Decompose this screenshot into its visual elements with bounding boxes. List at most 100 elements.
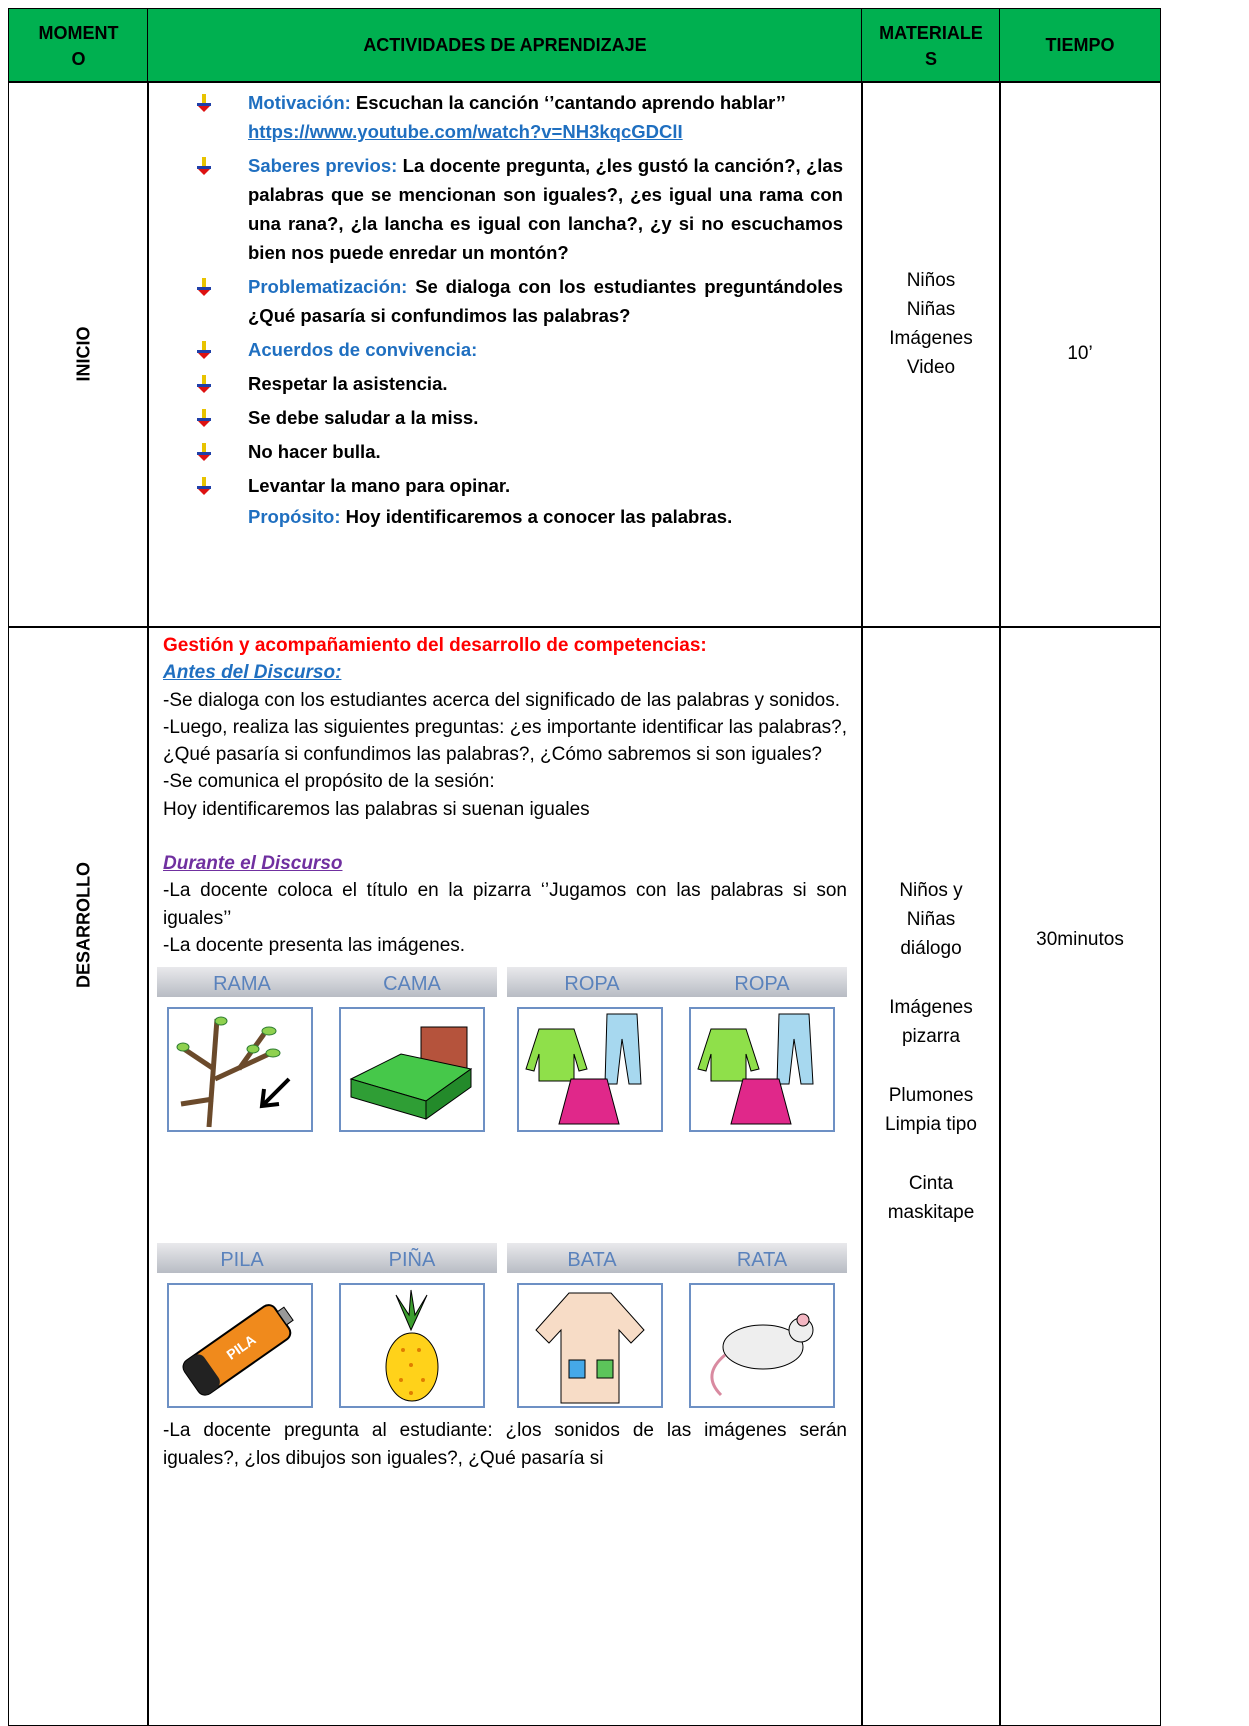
cell (861, 81, 1001, 628)
cell (999, 81, 1161, 628)
desarrollo-activities: Gestión y acompañamiento del desarrollo … (157, 632, 847, 1472)
item-text: La docente pregunta, ¿les gustó la canci… (248, 155, 843, 263)
time: 10’ (1067, 343, 1093, 364)
bullet-icon (197, 278, 211, 296)
paragraph: Hoy identificaremos las palabras si suen… (163, 798, 590, 820)
bullet-icon (197, 409, 211, 427)
bullet-icon (197, 341, 211, 359)
bullet-icon (197, 157, 211, 175)
image-row: RAMA CAMA ROPA ROPA (157, 967, 847, 1143)
image-group: RAMA CAMA (157, 967, 497, 1133)
bullet-icon (197, 477, 211, 495)
caption: RAMA (213, 973, 271, 996)
caption-bar: ROPA ROPA (507, 967, 847, 998)
purpose-label: Propósito: (248, 506, 341, 527)
picture-card (339, 1007, 485, 1133)
bullet-icon (197, 443, 211, 461)
paragraph: -Luego, realiza las siguientes preguntas… (163, 716, 847, 766)
material: pizarra (901, 1026, 961, 1047)
material-group: Niños y Niñas diálogo (861, 876, 1001, 963)
header-time: TIEMPO (1045, 35, 1115, 55)
image-group: BATA RATA (507, 1243, 847, 1409)
rat-icon (710, 1313, 814, 1397)
picture-card (339, 1283, 485, 1409)
subheading: Antes del Discurso: (163, 662, 342, 684)
material: Imágenes (889, 328, 973, 349)
time: 30minutos (1036, 929, 1124, 950)
moment-label: INICIO (73, 326, 94, 382)
item-text: Levantar la mano para opinar. (248, 475, 511, 496)
list-item: Problematización: Se dialoga con los est… (195, 272, 843, 330)
list-item: Acuerdos de convivencia: (195, 335, 843, 364)
page: MOMENTO ACTIVIDADES DE APRENDIZAJE MATER… (8, 8, 1161, 1726)
pineapple-icon (385, 1290, 439, 1402)
item-text: Se dialoga con los estudiantes preguntán… (248, 276, 844, 326)
list-item: No hacer bulla. (195, 437, 843, 466)
purpose-text: Hoy identificaremos a conocer las palabr… (345, 506, 733, 527)
link[interactable]: https://www.youtube.com/watch?v=NH3kqcGD… (248, 121, 683, 142)
header-materials: MATERIALES (879, 22, 983, 69)
item-label: Motivación: (248, 92, 351, 113)
header-cell: MATERIALES (861, 8, 1001, 83)
caption-bar: PILA PIÑA (157, 1243, 497, 1274)
clothes-icon (697, 1013, 814, 1125)
header-cell: MOMENTO (8, 8, 149, 83)
header-cell: TIEMPO (999, 8, 1161, 83)
materials: Niños Niñas Imágenes Video (861, 266, 1001, 382)
cell (147, 81, 863, 628)
list-item: Se debe saludar a la miss. (195, 403, 843, 432)
list-item: Levantar la mano para opinar. (195, 471, 843, 500)
picture-card (517, 1283, 663, 1409)
clothes-icon (525, 1013, 642, 1125)
paragraph: -Se comunica el propósito de la sesión: (163, 771, 495, 793)
material-group: Cinta maskitape (861, 1169, 1001, 1227)
list-item: Respetar la asistencia. (195, 369, 843, 398)
cell (999, 626, 1161, 1726)
caption-bar: BATA RATA (507, 1243, 847, 1274)
image-group: ROPA ROPA (507, 967, 847, 1133)
paragraph: -La docente coloca el título en la pizar… (163, 880, 847, 929)
header-cell: ACTIVIDADES DE APRENDIZAJE (147, 8, 863, 83)
item-label: Saberes previos: (248, 155, 398, 176)
item-text: Respetar la asistencia. (248, 373, 448, 394)
bullet-icon (197, 94, 211, 112)
smock-icon (535, 1292, 645, 1404)
caption: ROPA (734, 973, 790, 996)
caption: PIÑA (388, 1249, 436, 1272)
caption: PILA (220, 1249, 264, 1272)
material: Niños (906, 270, 956, 291)
header-activities: ACTIVIDADES DE APRENDIZAJE (363, 35, 647, 55)
paragraph: -La docente pregunta al estudiante: ¿los… (163, 1420, 847, 1469)
materials: Niños y Niñas diálogo Imágenes pizarra Plumon… (861, 876, 1001, 1257)
caption-bar: RAMA CAMA (157, 967, 497, 998)
picture-card: PILA (167, 1283, 313, 1409)
material: Niños y (899, 880, 963, 901)
material: maskitape (887, 1202, 975, 1223)
picture-card (689, 1283, 835, 1409)
list-item: Saberes previos: La docente pregunta, ¿l… (195, 151, 843, 267)
caption: RATA (736, 1249, 788, 1272)
picture-card (517, 1007, 663, 1133)
heading: Gestión y acompañamiento del desarrollo … (163, 635, 707, 656)
paragraph: -Se dialoga con los estudiantes acerca d… (163, 689, 841, 711)
paragraph: -La docente presenta las imágenes. (163, 934, 466, 956)
subheading: Durante el Discurso (163, 853, 343, 875)
image-group: PILA PIÑA PILA (157, 1243, 497, 1409)
material: Imágenes (889, 997, 973, 1018)
caption: BATA (567, 1249, 617, 1272)
caption: ROPA (564, 973, 620, 996)
cell (8, 81, 149, 628)
bed-icon (349, 1026, 473, 1121)
moment-label: DESARROLLO (73, 862, 94, 988)
inicio-activities: Motivación: Escuchan la canción ‘’cantan… (195, 88, 843, 529)
list-item: Motivación: Escuchan la canción ‘’cantan… (195, 88, 843, 146)
material: Plumones (888, 1085, 974, 1106)
branch-icon (176, 1016, 291, 1128)
picture-card (167, 1007, 313, 1133)
item-text: No hacer bulla. (248, 441, 381, 462)
material: Limpia tipo (885, 1114, 977, 1135)
material-group: Plumones Limpia tipo (861, 1081, 1001, 1139)
item-text: Escuchan la canción ‘’cantando aprendo h… (355, 92, 786, 113)
picture-card (689, 1007, 835, 1133)
material-group: Imágenes pizarra (861, 993, 1001, 1051)
